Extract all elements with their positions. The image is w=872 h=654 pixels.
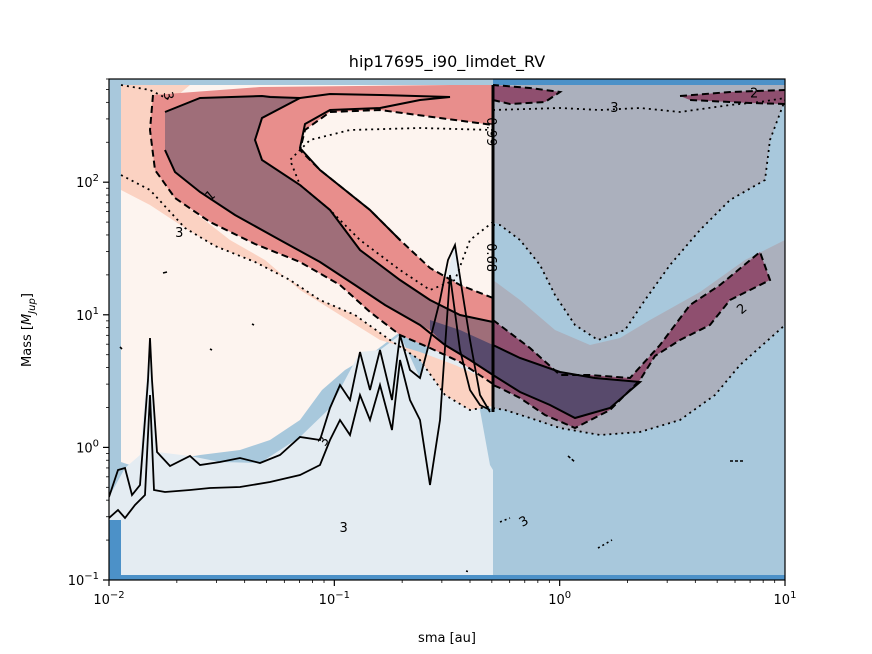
y-axis-title-main: Mass [ — [20, 325, 35, 367]
isolated-contour-fragments — [119, 271, 744, 573]
vline-label-1: 0.68 — [483, 243, 498, 272]
y-tick-label-0: 10−1 — [68, 571, 99, 589]
contour-level-2-rv-right — [492, 250, 772, 430]
y-tick-label-1: 100 — [76, 438, 99, 456]
contour-label-text-4: 3 — [610, 101, 618, 116]
contour-level-2-line-upper — [298, 108, 494, 299]
contour-level-1-line-lower — [164, 149, 494, 376]
y-axis-title-close: ] — [20, 293, 35, 298]
y-axis-title-sub: Jup — [27, 298, 38, 316]
fragment-7 — [499, 517, 511, 523]
vline-label-text-0: 0.99 — [483, 117, 498, 146]
contour-label-4: 3 — [610, 101, 618, 116]
chart-title: hip17695_i90_limdet_RV — [349, 52, 545, 72]
light-transition-fill — [109, 245, 493, 580]
contour-label-text-2: 3 — [175, 226, 183, 241]
contour-level-3-gray-lower — [492, 324, 785, 436]
vline-label-text-1: 0.68 — [483, 243, 498, 272]
contour-label-text-0: 3 — [160, 90, 176, 101]
rv-region-top-edge — [493, 79, 785, 85]
contour-level-2-top-left — [492, 84, 563, 106]
rv-region-left-edge — [109, 520, 121, 580]
fragment-1 — [162, 271, 168, 274]
contour-level-3-gray-upper — [493, 99, 785, 342]
fragment-6 — [567, 455, 576, 463]
contour-label-3: 2 — [750, 86, 758, 101]
contour-label-text-3: 2 — [750, 86, 758, 101]
contour-level-3-line — [120, 84, 494, 411]
contour-label-0: 3 — [160, 90, 176, 101]
rv-region-bottom-edge — [109, 575, 785, 580]
fragment-3 — [209, 348, 213, 351]
x-axis-title: sma [au] — [418, 631, 476, 646]
mauve-region — [165, 95, 493, 360]
contour-level-1-line — [164, 94, 494, 323]
x-tick-label-2: 100 — [548, 590, 571, 608]
x-tick-label-1: 10−1 — [319, 590, 350, 608]
x-tick-label-0: 10−2 — [93, 590, 124, 608]
y-axis-title-m: M — [20, 314, 35, 325]
y-tick-label-2: 101 — [76, 306, 99, 324]
purple-region — [430, 320, 640, 418]
y-axis-title: Mass [MJup] — [20, 293, 38, 367]
plot-frame — [108, 78, 786, 581]
contour-level-2-top-right — [679, 89, 785, 105]
fragment-2 — [119, 346, 123, 350]
x-tick-label-3: 101 — [774, 590, 797, 608]
detection-boundary-upper — [109, 241, 491, 498]
contour-level-2-line — [148, 94, 494, 385]
contour-level-1-rv-right — [492, 344, 643, 420]
contour-level-1-top — [298, 92, 451, 241]
gray-region — [493, 85, 785, 435]
vline-label-0: 0.99 — [483, 117, 498, 146]
contour-level-3-top-right — [492, 97, 785, 113]
contour-label-text-7: 3 — [340, 521, 348, 536]
fragment-9 — [465, 570, 471, 573]
contour-label-7: 3 — [340, 521, 348, 536]
svg-text:Mass [MJup]: Mass [MJup] — [20, 293, 38, 367]
contour-label-2: 3 — [175, 226, 183, 241]
detection-boundary-lower — [109, 274, 491, 520]
y-tick-label-3: 102 — [76, 173, 99, 191]
y-axis-ticks: 10−1 100 101 102 — [68, 78, 109, 589]
x-axis-ticks: 10−2 10−1 100 101 — [93, 580, 796, 608]
fragment-4 — [251, 323, 255, 326]
